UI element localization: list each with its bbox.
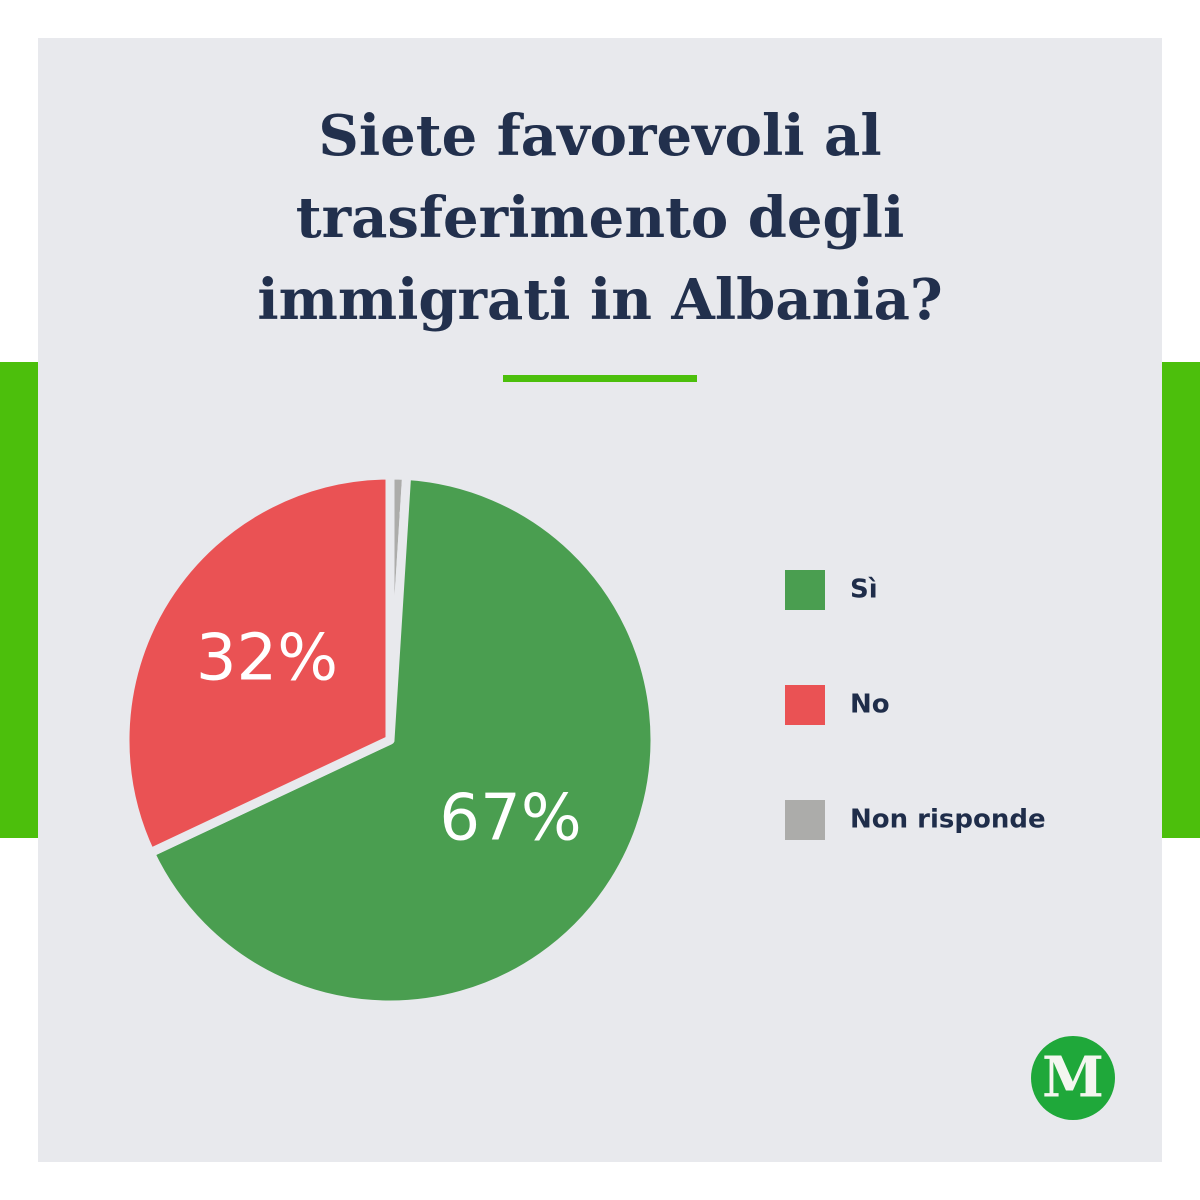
logo-text: M — [1042, 1045, 1104, 1111]
side-bar — [0, 362, 38, 838]
legend-label: No — [850, 690, 890, 720]
legend-swatch — [785, 800, 825, 840]
chart-title: trasferimento degli — [296, 185, 904, 251]
pie-slice — [120, 470, 395, 858]
title-underline — [503, 375, 697, 382]
logo-circle — [1031, 1036, 1115, 1120]
chart-title: immigrati in Albania? — [257, 267, 942, 333]
data-label: 67% — [439, 782, 581, 856]
legend-label: Non risponde — [850, 805, 1046, 835]
data-label: 32% — [196, 621, 338, 695]
legend-label: Sì — [850, 575, 878, 605]
legend-swatch — [785, 570, 825, 610]
chart-title: Siete favorevoli al — [318, 103, 881, 169]
side-bar — [1162, 362, 1200, 838]
legend-swatch — [785, 685, 825, 725]
pie-slice — [145, 471, 660, 1010]
